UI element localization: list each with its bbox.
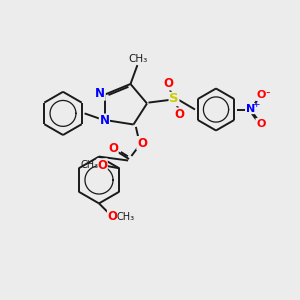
Text: CH₃: CH₃ — [128, 54, 148, 64]
Text: O: O — [174, 108, 184, 121]
Text: O: O — [108, 142, 118, 155]
Text: O: O — [256, 90, 266, 100]
Text: N: N — [246, 103, 255, 114]
Text: CH₃: CH₃ — [80, 160, 98, 170]
Text: N: N — [99, 114, 110, 127]
Text: -: - — [266, 86, 270, 99]
Text: S: S — [169, 92, 179, 106]
Text: O: O — [256, 118, 266, 129]
Text: +: + — [253, 100, 260, 109]
Text: N: N — [95, 87, 105, 100]
Text: CH₃: CH₃ — [117, 212, 135, 222]
Text: O: O — [107, 210, 118, 223]
Text: O: O — [137, 136, 147, 150]
Text: O: O — [97, 159, 107, 172]
Text: O: O — [164, 77, 174, 90]
